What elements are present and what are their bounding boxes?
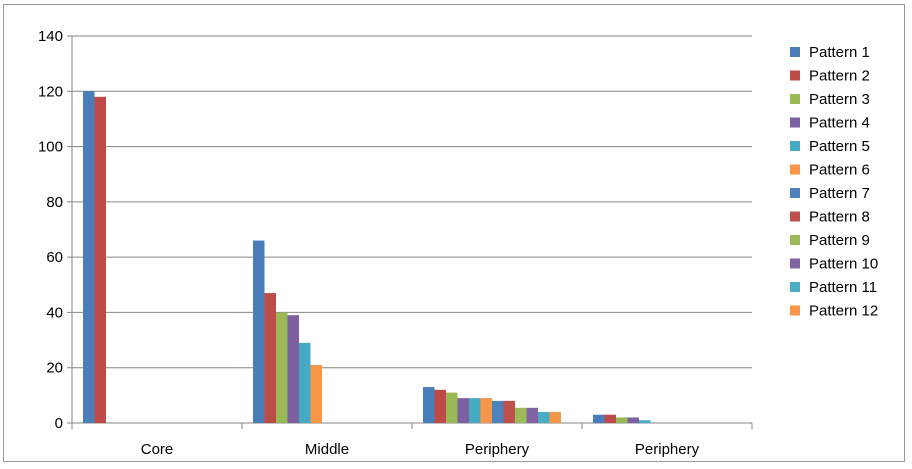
legend-label: Pattern 6 (809, 162, 870, 179)
bar (310, 364, 322, 423)
x-tick-label: Middle (305, 441, 349, 458)
legend-swatch (790, 282, 800, 292)
legend-swatch (790, 141, 800, 151)
bar (639, 420, 651, 423)
legend-label: Pattern 8 (809, 209, 870, 226)
bar (526, 407, 538, 423)
bar (94, 96, 106, 424)
legend-swatch (790, 70, 800, 81)
legend-swatch (790, 94, 800, 104)
gridlines (72, 35, 752, 369)
bar (469, 398, 481, 423)
bar (446, 392, 458, 423)
bar (538, 411, 550, 423)
y-tick-label: 80 (46, 194, 63, 211)
y-tick-label: 40 (46, 304, 63, 321)
bar (549, 411, 561, 423)
bar (616, 417, 628, 423)
legend-label: Pattern 2 (809, 68, 870, 85)
x-tick-label: Periphery (465, 441, 530, 458)
legend-label: Pattern 7 (809, 185, 870, 202)
bar (480, 398, 492, 423)
legend-label: Pattern 9 (809, 232, 870, 249)
bar (83, 91, 95, 424)
bar (287, 315, 299, 423)
bar (457, 398, 469, 423)
bars (83, 91, 651, 424)
bar (492, 400, 504, 423)
bar (515, 407, 527, 423)
legend-label: Pattern 3 (809, 91, 870, 108)
legend: Pattern 1 Pattern 2 Pattern 3 Pattern 4 Patt… (790, 44, 878, 320)
y-tick-label: 20 (46, 360, 63, 377)
y-tick-label: 120 (38, 83, 63, 100)
bar (253, 240, 265, 423)
legend-swatch (790, 47, 800, 57)
x-axis: Core Middle Periphery Periphery (71, 422, 753, 458)
legend-label: Pattern 5 (809, 138, 870, 155)
legend-swatch (790, 164, 800, 175)
legend-label: Pattern 10 (809, 256, 878, 273)
legend-swatch (790, 258, 800, 269)
bar (423, 387, 435, 423)
legend-label: Pattern 12 (809, 303, 878, 320)
bar (264, 293, 276, 423)
chart-frame (3, 4, 905, 462)
x-tick-label: Core (141, 441, 174, 458)
y-tick-label: 0 (55, 415, 63, 432)
y-tick-label: 60 (46, 249, 63, 266)
legend-label: Pattern 11 (809, 279, 877, 296)
bar (627, 417, 639, 423)
legend-label: Pattern 4 (809, 115, 870, 132)
y-axis: 0 20 40 60 80 100 120 140 (38, 28, 73, 432)
bar (299, 342, 311, 423)
bar (503, 400, 515, 423)
legend-swatch (790, 305, 800, 316)
y-tick-label: 100 (38, 139, 63, 156)
legend-swatch (790, 117, 800, 128)
bar (604, 414, 616, 423)
legend-swatch (790, 211, 800, 222)
legend-label: Pattern 1 (809, 44, 870, 61)
bar (276, 312, 288, 423)
legend-swatch (790, 235, 800, 245)
x-tick-label: Periphery (635, 441, 700, 458)
y-tick-label: 140 (38, 28, 63, 45)
legend-swatch (790, 188, 800, 198)
bar (434, 389, 446, 423)
bar (593, 414, 605, 423)
